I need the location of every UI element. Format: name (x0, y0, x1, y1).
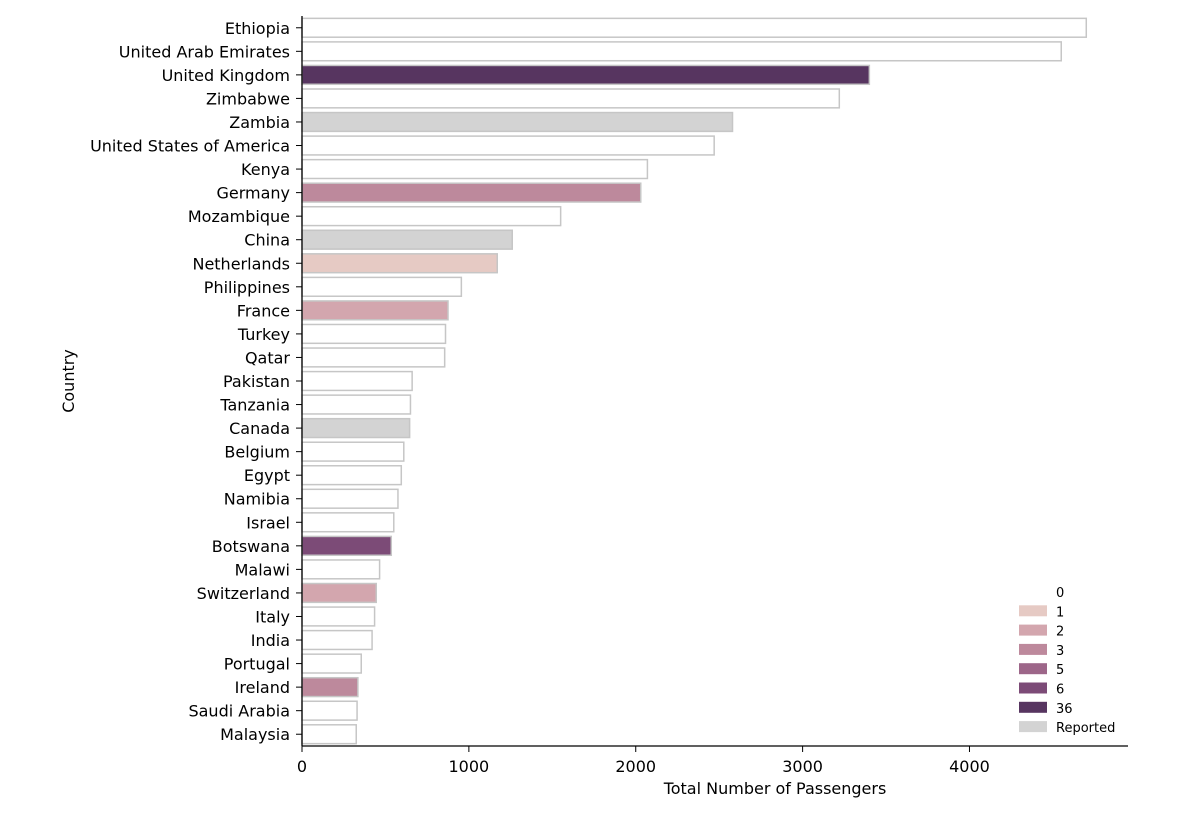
bar-netherlands (301, 253, 498, 274)
bar-india (301, 629, 373, 651)
category-label-saudi-arabia: Saudi Arabia (188, 702, 290, 721)
legend-swatch-5 (1019, 663, 1047, 675)
legend-label-6: 6 (1056, 683, 1064, 698)
category-label-tanzania: Tanzania (219, 396, 290, 415)
bar-mozambique (301, 205, 562, 227)
category-label-ethiopia: Ethiopia (225, 19, 290, 38)
category-label-zambia: Zambia (229, 113, 290, 132)
bar-kenya (301, 158, 649, 180)
legend-swatch-36 (1019, 701, 1047, 713)
bar-qatar (301, 347, 446, 368)
x-ticks-group: 0 1000 2000 3000 4000 (297, 746, 990, 776)
bar-italy (301, 606, 376, 627)
bar-ethiopia (301, 17, 1088, 38)
category-label-india: India (251, 631, 290, 650)
category-label-israel: Israel (246, 513, 290, 532)
bar-china (301, 229, 514, 250)
bar-malaysia (301, 724, 357, 745)
legend-swatch-reported (1019, 721, 1047, 733)
category-label-mozambique: Mozambique (188, 207, 290, 226)
category-label-namibia: Namibia (224, 490, 290, 509)
bar-zimbabwe (301, 88, 841, 109)
bar-canada (301, 417, 411, 439)
x-axis-label: Total Number of Passengers (663, 779, 887, 798)
bar-philippines (301, 276, 463, 297)
category-label-philippines: Philippines (204, 278, 290, 297)
category-label-pakistan: Pakistan (223, 372, 290, 391)
category-label-botswana: Botswana (212, 537, 290, 556)
category-label-united-arab-emirates: United Arab Emirates (119, 42, 290, 61)
bar-botswana (301, 535, 393, 557)
bar-saudi-arabia (301, 700, 358, 721)
category-label-united-kingdom: United Kingdom (162, 66, 290, 85)
bar-zambia (301, 111, 734, 133)
bar-tanzania (301, 394, 412, 415)
category-label-zimbabwe: Zimbabwe (206, 89, 290, 108)
category-label-ireland: Ireland (235, 678, 290, 697)
category-label-netherlands: Netherlands (192, 254, 290, 273)
legend-label-1: 1 (1056, 605, 1064, 620)
legend-swatch-3 (1019, 643, 1047, 655)
x-tick-label: 3000 (782, 757, 823, 776)
y-axis-label: Country (59, 349, 78, 413)
category-label-malawi: Malawi (235, 560, 290, 579)
bar-united-states-of-america (301, 135, 715, 156)
x-tick-label: 1000 (449, 757, 490, 776)
bar-egypt (301, 465, 403, 486)
category-label-china: China (244, 231, 290, 250)
x-tick-label: 2000 (615, 757, 656, 776)
legend-swatch-0 (1019, 586, 1047, 597)
category-label-turkey: Turkey (237, 325, 290, 344)
category-labels-group: Ethiopia United Arab Emirates United Kingd… (90, 19, 302, 744)
category-label-kenya: Kenya (241, 160, 290, 179)
bar-ireland (301, 676, 359, 698)
x-tick-label: 4000 (949, 757, 990, 776)
legend-label-0: 0 (1056, 586, 1064, 601)
category-label-germany: Germany (216, 184, 290, 203)
legend-swatch-6 (1019, 682, 1047, 694)
bar-turkey (301, 323, 447, 345)
bar-pakistan (301, 370, 413, 392)
category-label-portugal: Portugal (224, 655, 290, 674)
category-label-italy: Italy (255, 607, 290, 626)
category-label-belgium: Belgium (224, 443, 290, 462)
category-label-switzerland: Switzerland (197, 584, 290, 603)
legend-label-3: 3 (1056, 644, 1064, 659)
bar-namibia (301, 488, 399, 509)
bar-united-kingdom (301, 64, 871, 86)
legend-label-36: 36 (1056, 702, 1073, 717)
legend-swatch-1 (1019, 605, 1047, 617)
legend-label-5: 5 (1056, 663, 1064, 678)
category-label-france: France (237, 301, 290, 320)
legend: 0 1 2 3 5 6 36 Reported (1019, 586, 1115, 736)
bar-israel (301, 512, 395, 533)
bar-malawi (301, 559, 381, 580)
legend-label-2: 2 (1056, 625, 1064, 640)
category-label-egypt: Egypt (244, 466, 290, 485)
bar-france (301, 300, 449, 321)
bar-germany (301, 182, 642, 203)
x-tick-label: 0 (297, 757, 307, 776)
bar-belgium (301, 441, 405, 462)
legend-swatch-2 (1019, 624, 1047, 636)
bar-united-arab-emirates (301, 41, 1063, 62)
category-label-united-states-of-america: United States of America (90, 137, 290, 156)
category-label-qatar: Qatar (245, 348, 290, 367)
category-label-canada: Canada (229, 419, 290, 438)
bar-portugal (301, 653, 362, 674)
legend-label-reported: Reported (1056, 721, 1115, 736)
category-label-malaysia: Malaysia (220, 725, 290, 744)
bars-group (301, 17, 1088, 745)
bar-switzerland (301, 582, 378, 604)
